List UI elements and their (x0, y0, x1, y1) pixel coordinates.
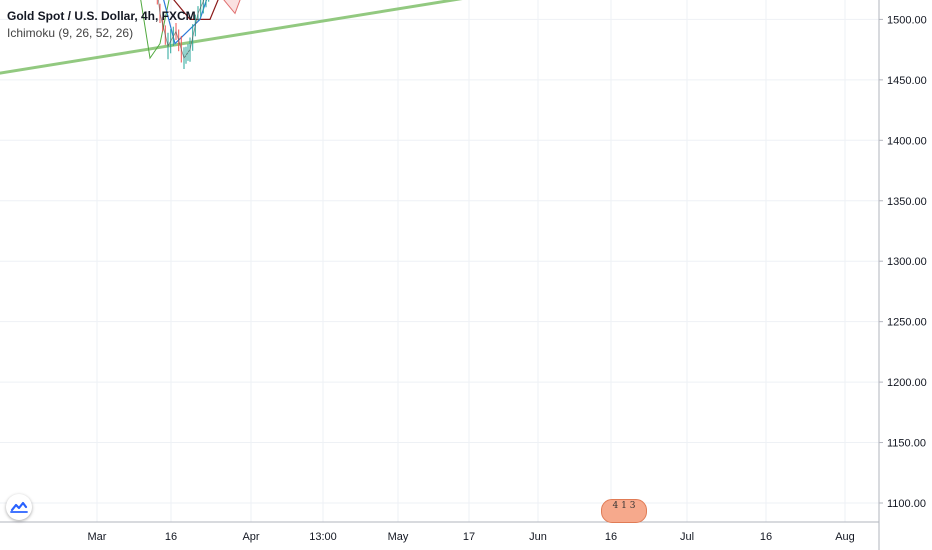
x-tick-label: Jul (680, 531, 694, 543)
chart-legend: Gold Spot / U.S. Dollar, 4h, FXCM Ichimo… (7, 8, 196, 42)
x-tick-label: May (388, 531, 409, 543)
y-tick-label: 1450.00 (887, 75, 927, 87)
trend-channel-lower[interactable] (0, 0, 932, 75)
y-tick-label: 1350.00 (887, 196, 927, 208)
y-tick-label: 1500.00 (887, 14, 927, 26)
x-tick-label: Mar (88, 531, 107, 543)
y-tick-label: 1200.00 (887, 377, 927, 389)
x-tick-label: 13:00 (309, 531, 337, 543)
economic-event-badge[interactable]: 4 1 3 (601, 499, 647, 523)
price-axis-panel[interactable] (879, 0, 932, 550)
x-tick-label: 16 (605, 531, 617, 543)
y-tick-label: 1300.00 (887, 256, 927, 268)
symbol-title[interactable]: Gold Spot / U.S. Dollar, 4h, FXCM (7, 9, 196, 23)
time-axis-panel[interactable] (0, 522, 879, 550)
x-tick-label: 16 (760, 531, 772, 543)
tradingview-logo-icon[interactable] (6, 494, 32, 520)
y-tick-label: 1100.00 (887, 498, 926, 510)
y-tick-label: 1250.00 (887, 317, 927, 329)
event-badge-label: 4 1 3 (612, 501, 636, 511)
x-tick-label: 16 (165, 531, 177, 543)
y-tick-label: 1150.00 (887, 438, 926, 450)
x-tick-label: Apr (242, 531, 259, 543)
x-tick-label: 17 (463, 531, 475, 543)
x-tick-label: Aug (835, 531, 855, 543)
x-tick-label: Jun (529, 531, 547, 543)
y-tick-label: 1400.00 (887, 135, 927, 147)
indicator-label[interactable]: Ichimoku (9, 26, 52, 26) (7, 26, 134, 40)
